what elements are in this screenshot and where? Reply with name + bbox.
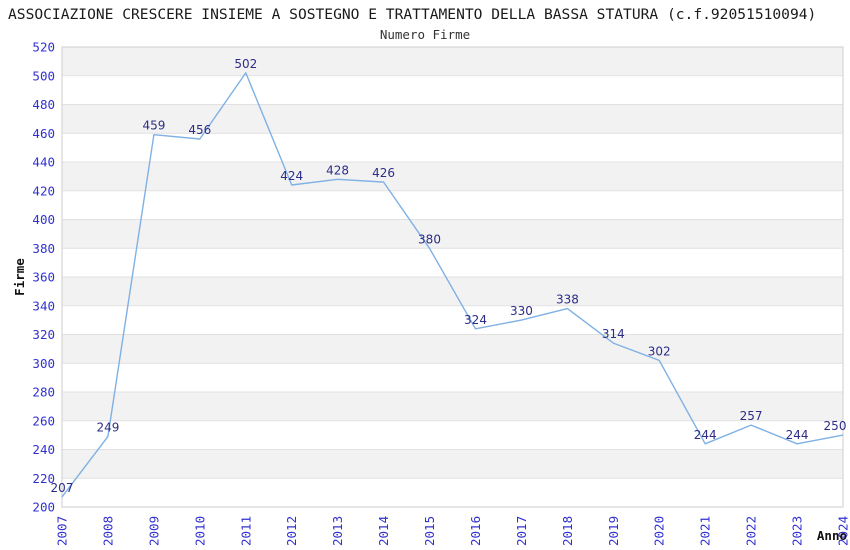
y-tick-label: 320	[32, 327, 55, 342]
chart-subtitle: Numero Firme	[379, 27, 471, 42]
point-label: 424	[280, 169, 303, 183]
x-tick-label: 2007	[55, 516, 70, 546]
x-tick-label: 2011	[238, 516, 253, 546]
plot-band	[62, 104, 843, 134]
y-tick-label: 400	[32, 212, 55, 227]
point-label: 249	[96, 421, 119, 435]
x-tick-label: 2015	[422, 516, 437, 546]
x-tick-label: 2024	[836, 516, 850, 546]
point-label: 426	[372, 166, 395, 180]
point-label: 302	[648, 344, 671, 358]
chart-title: ASSOCIAZIONE CRESCERE INSIEME A SOSTEGNO…	[8, 6, 817, 23]
y-tick-label: 440	[32, 155, 55, 170]
data-line	[61, 72, 844, 498]
point-label: 250	[824, 419, 847, 433]
point-label: 207	[51, 481, 74, 495]
y-tick-label: 500	[32, 68, 55, 83]
x-tick-label: 2009	[146, 516, 161, 546]
point-label: 456	[188, 123, 211, 137]
point-label: 257	[740, 409, 763, 423]
point-label: 330	[510, 304, 533, 318]
x-tick-label: 2022	[744, 516, 759, 546]
y-tick-label: 280	[32, 385, 55, 400]
plot-band	[62, 47, 843, 76]
y-tick-label: 520	[32, 40, 55, 55]
point-label: 338	[556, 293, 579, 307]
x-tick-label: 2019	[606, 516, 621, 546]
y-axis-label: Firme	[12, 258, 27, 296]
y-tick-label: 360	[32, 270, 55, 285]
y-tick-label: 260	[32, 413, 55, 428]
x-tick-label: 2017	[514, 516, 529, 546]
plot-border	[61, 46, 844, 508]
point-label: 502	[234, 57, 257, 71]
x-tick-label: 2018	[560, 516, 575, 546]
y-tick-label: 200	[32, 500, 55, 515]
x-tick-label: 2014	[376, 516, 391, 546]
y-tick-label: 480	[32, 97, 55, 112]
y-tick-label: 460	[32, 126, 55, 141]
y-tick-label: 220	[32, 471, 55, 486]
x-tick-label: 2021	[698, 516, 713, 546]
point-label: 428	[326, 163, 349, 177]
plot-band	[62, 277, 843, 306]
plot-band	[62, 162, 843, 191]
y-tick-label: 240	[32, 442, 55, 457]
x-tick-label: 2008	[100, 516, 115, 546]
x-axis-label: Anno	[817, 528, 847, 543]
plot-band	[62, 334, 843, 364]
point-label: 244	[786, 428, 809, 442]
plot-band	[62, 219, 843, 249]
y-tick-label: 300	[32, 356, 55, 371]
y-tick-label: 340	[32, 298, 55, 313]
point-label: 314	[602, 327, 625, 341]
plot-band	[62, 392, 843, 421]
x-tick-label: 2020	[652, 516, 667, 546]
point-label: 324	[464, 313, 487, 327]
x-tick-label: 2023	[790, 516, 805, 546]
x-tick-label: 2013	[330, 516, 345, 546]
y-tick-label: 420	[32, 183, 55, 198]
point-label: 380	[418, 232, 441, 246]
x-tick-label: 2016	[468, 516, 483, 546]
x-tick-label: 2012	[284, 516, 299, 546]
y-tick-label: 380	[32, 241, 55, 256]
x-tick-label: 2010	[192, 516, 207, 546]
point-label: 244	[694, 428, 717, 442]
point-label: 459	[142, 119, 165, 133]
plot-band	[62, 449, 843, 479]
